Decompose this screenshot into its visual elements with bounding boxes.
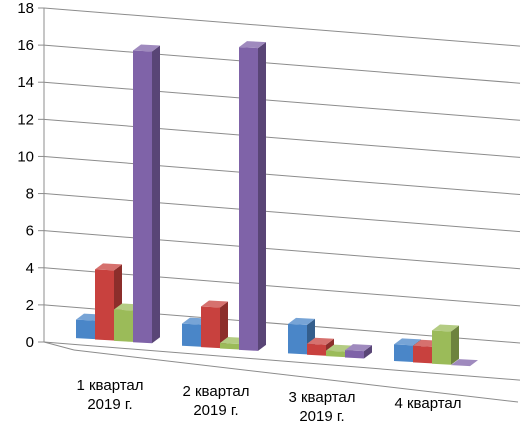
gridline xyxy=(43,7,521,47)
bar-front xyxy=(201,306,220,349)
gridline xyxy=(43,81,521,121)
bar-side xyxy=(364,345,372,359)
bar xyxy=(432,324,459,365)
bar-front xyxy=(220,342,239,350)
bar-top xyxy=(239,41,266,49)
x-category-label: 4 квартал xyxy=(394,395,461,412)
bar-top xyxy=(432,324,459,332)
bar xyxy=(133,44,160,344)
y-tick-label: 0 xyxy=(26,334,34,351)
gridline xyxy=(43,44,521,84)
gridline xyxy=(43,230,521,270)
bar-top xyxy=(451,359,478,367)
x-axis-category-labels: 1 квартал 2019 г. 2 квартал 2019 г. 3 кварта… xyxy=(76,377,461,425)
floor-edge xyxy=(43,341,75,351)
bar-top xyxy=(133,44,160,52)
y-tick-label: 2 xyxy=(26,297,34,314)
bar xyxy=(239,41,266,351)
bar-front xyxy=(114,309,133,342)
bar-top xyxy=(288,317,315,325)
gridline xyxy=(43,341,521,381)
bar-front xyxy=(182,323,201,347)
bar xyxy=(451,359,478,367)
bar-front xyxy=(239,47,258,351)
y-axis-tick-labels: 0 2 4 6 8 10 12 14 16 18 xyxy=(17,0,34,351)
y-tick-label: 14 xyxy=(17,74,34,91)
x-axis-line xyxy=(73,349,519,403)
bar-side xyxy=(152,45,160,344)
y-tick-label: 10 xyxy=(17,148,34,165)
bar-front xyxy=(326,350,345,358)
x-category-label: 3 квартал 2019 г. xyxy=(288,389,355,425)
bar-front xyxy=(432,330,451,365)
bar-front xyxy=(413,345,432,364)
x-category-label: 2 квартал 2019 г. xyxy=(182,383,249,419)
bar-front xyxy=(133,50,152,344)
bar-front xyxy=(345,350,364,359)
bar-front xyxy=(288,323,307,355)
bar-front xyxy=(394,344,413,363)
bar-side xyxy=(258,42,266,351)
bar xyxy=(345,344,372,359)
y-tick-label: 8 xyxy=(26,186,34,203)
gridline xyxy=(43,267,521,307)
y-tick-label: 4 xyxy=(26,260,34,277)
bar-top xyxy=(307,337,334,345)
bar-top xyxy=(345,344,372,352)
bar-front xyxy=(76,319,95,340)
y-tick-label: 12 xyxy=(17,111,34,128)
bars xyxy=(76,41,478,367)
bar-front xyxy=(95,269,114,341)
y-tick-label: 16 xyxy=(17,37,34,54)
gridline xyxy=(43,193,521,233)
bar-side xyxy=(451,325,459,365)
gridline xyxy=(43,118,521,158)
y-tick-label: 6 xyxy=(26,223,34,240)
bar-top xyxy=(201,300,228,308)
gridline xyxy=(43,155,521,196)
bar xyxy=(307,337,334,356)
bar-top xyxy=(95,263,122,271)
bar xyxy=(201,300,228,349)
y-tick-label: 18 xyxy=(17,0,34,17)
bar-side xyxy=(220,301,228,349)
bar-front xyxy=(307,343,326,356)
bar-top xyxy=(394,338,421,346)
x-category-label: 1 квартал 2019 г. xyxy=(76,377,143,413)
